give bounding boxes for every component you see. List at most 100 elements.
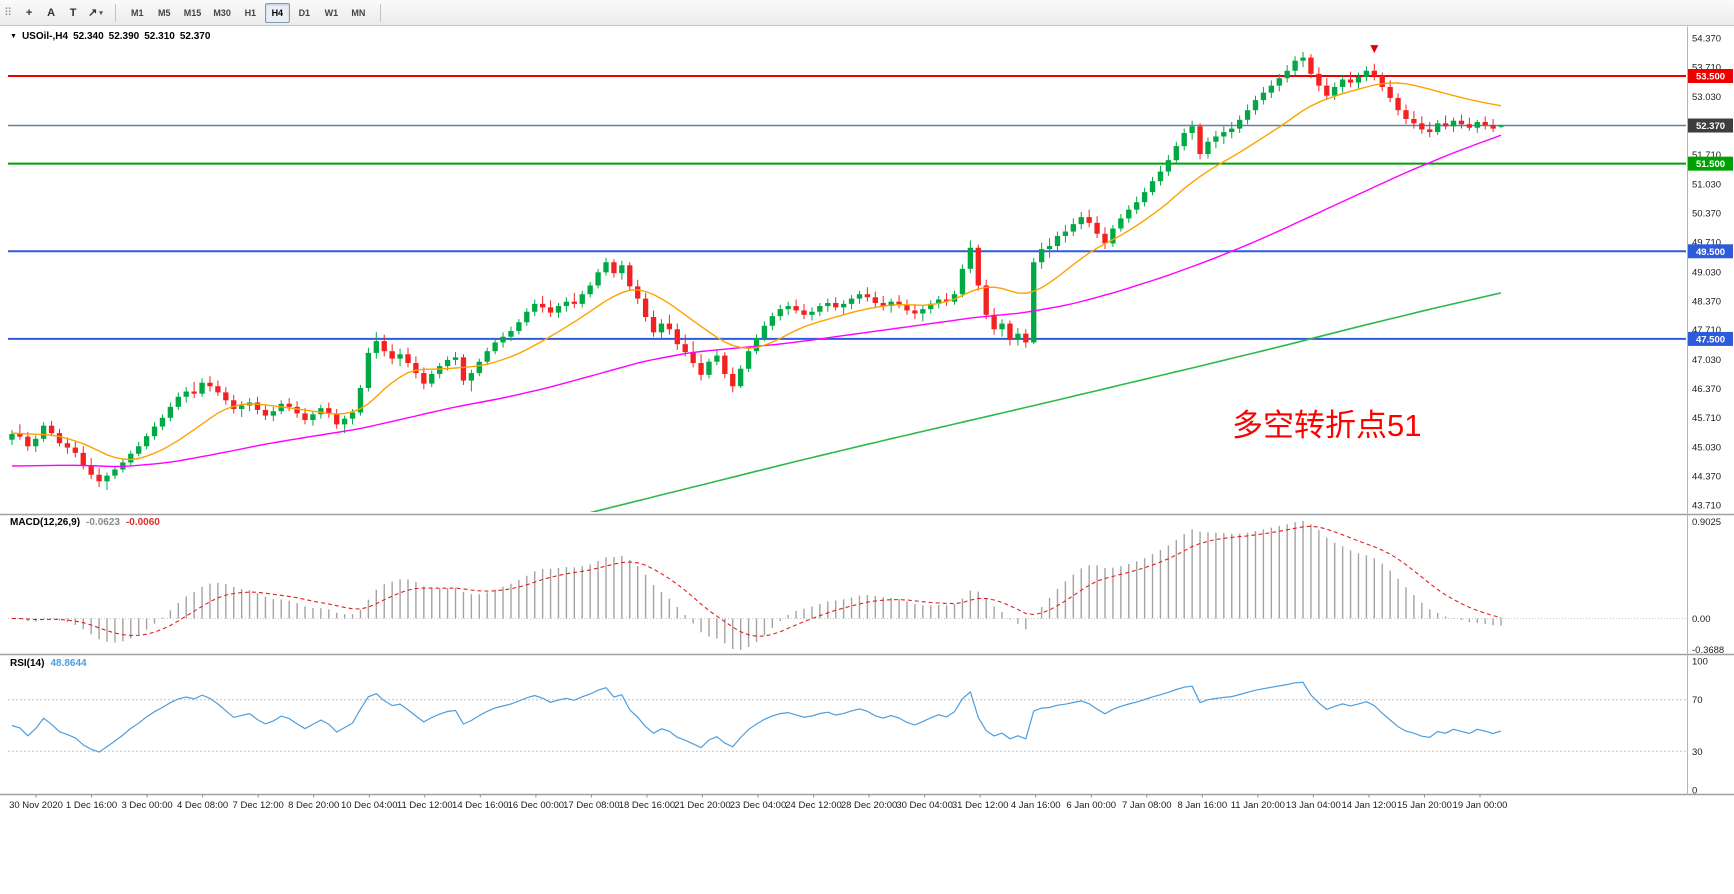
timeframe-button-m15[interactable]: M15: [183, 7, 202, 18]
svg-text:46.370: 46.370: [1692, 384, 1721, 395]
toolbar-separator: [379, 3, 381, 22]
macd-signal-line: [11, 525, 1502, 637]
svg-text:49.500: 49.500: [1696, 247, 1725, 258]
ma-fast-line: [11, 82, 1502, 461]
price-badge-49.500: [1688, 244, 1733, 259]
svg-text:16 Dec 00:00: 16 Dec 00:00: [508, 800, 565, 811]
rsi-value: 48.8644: [50, 658, 87, 669]
svg-text:50.370: 50.370: [1692, 209, 1721, 220]
price-badge-51.500: [1688, 156, 1733, 171]
svg-text:53.030: 53.030: [1692, 92, 1721, 103]
svg-text:8 Jan 16:00: 8 Jan 16:00: [1177, 800, 1227, 811]
timeframe-button-d1[interactable]: D1: [298, 7, 311, 18]
svg-text:17 Dec 08:00: 17 Dec 08:00: [563, 800, 620, 811]
ma-slow-line: [589, 292, 1502, 512]
text-tool-icon: T: [69, 6, 77, 19]
rsi-pane[interactable]: 100 70 30 0: [8, 657, 1708, 797]
svg-text:30 Dec 04:00: 30 Dec 04:00: [896, 800, 953, 811]
timeframe-button-m1[interactable]: M1: [131, 7, 144, 18]
svg-text:7 Jan 08:00: 7 Jan 08:00: [1122, 800, 1172, 811]
text-label-icon: A: [47, 6, 56, 19]
dropdown-caret-icon: ▾: [99, 9, 103, 17]
svg-text:51.500: 51.500: [1696, 159, 1725, 170]
ohlc-close: 52.370: [179, 31, 211, 42]
svg-text:49.710: 49.710: [1692, 238, 1721, 249]
crosshair-icon: +: [25, 6, 33, 19]
candlestick-series: [9, 51, 1504, 491]
svg-text:0.9025: 0.9025: [1692, 517, 1721, 528]
svg-text:6 Jan 00:00: 6 Jan 00:00: [1066, 800, 1116, 811]
timeframe-button-h1[interactable]: H1: [244, 7, 257, 18]
svg-text:49.030: 49.030: [1692, 267, 1721, 278]
horizontal-lines[interactable]: [8, 75, 1686, 340]
macd-indicator-label: MACD(12,26,9) -0.0623 -0.0060: [10, 517, 160, 528]
macd-name: MACD(12,26,9): [10, 517, 81, 528]
svg-text:15 Jan 20:00: 15 Jan 20:00: [1397, 800, 1452, 811]
text-tool-button[interactable]: T: [62, 3, 84, 23]
svg-text:0.00: 0.00: [1692, 614, 1711, 625]
price-badge-53.500: [1688, 69, 1733, 84]
text-label-button[interactable]: A: [40, 3, 62, 23]
svg-text:43.710: 43.710: [1692, 500, 1721, 511]
timeframe-button-mn[interactable]: MN: [351, 7, 366, 18]
ohlc-high: 52.390: [108, 31, 140, 42]
svg-text:24 Dec 12:00: 24 Dec 12:00: [785, 800, 842, 811]
timeframe-button-w1[interactable]: W1: [324, 7, 339, 18]
svg-text:53.500: 53.500: [1696, 72, 1725, 83]
symbol-header: ▼ USOil-,H4 52.340 52.390 52.310 52.370: [10, 31, 210, 42]
toolbar: ⠿ + A T ↗ ▾ M1 M5 M15 M30 H1 H4 D1 W1 MN: [0, 0, 1734, 26]
svg-text:1 Dec 16:00: 1 Dec 16:00: [66, 800, 117, 811]
svg-text:14 Jan 12:00: 14 Jan 12:00: [1341, 800, 1396, 811]
svg-text:8 Dec 20:00: 8 Dec 20:00: [288, 800, 339, 811]
svg-text:70: 70: [1692, 695, 1703, 706]
time-scale[interactable]: 30 Nov 2020 1 Dec 16:00 3 Dec 00:00 4 Dec 0…: [9, 794, 1508, 812]
svg-text:18 Dec 16:00: 18 Dec 16:00: [619, 800, 676, 811]
svg-text:10 Dec 04:00: 10 Dec 04:00: [341, 800, 398, 811]
arrow-tools-icon: ↗: [88, 7, 98, 19]
svg-text:51.710: 51.710: [1692, 150, 1721, 161]
svg-text:31 Dec 12:00: 31 Dec 12:00: [952, 800, 1009, 811]
macd-signal-value: -0.0060: [125, 517, 160, 528]
svg-text:21 Dec 20:00: 21 Dec 20:00: [674, 800, 731, 811]
crosshair-button[interactable]: +: [18, 3, 40, 23]
svg-text:4 Dec 08:00: 4 Dec 08:00: [177, 800, 228, 811]
ma-mid-line: [11, 134, 1502, 468]
ohlc-open: 52.340: [73, 31, 104, 42]
rsi-name: RSI(14): [10, 658, 45, 669]
svg-text:0: 0: [1692, 786, 1697, 797]
chart-annotation-text[interactable]: 多空转折点51: [1232, 408, 1422, 443]
macd-pane[interactable]: 0.9025 0.00 -0.3688: [8, 517, 1724, 656]
svg-text:47.710: 47.710: [1692, 325, 1721, 336]
price-badge-47.500: [1688, 331, 1733, 346]
svg-text:44.370: 44.370: [1692, 472, 1721, 483]
timeframe-button-m5[interactable]: M5: [158, 7, 171, 18]
svg-text:11 Jan 20:00: 11 Jan 20:00: [1231, 800, 1285, 811]
svg-text:11 Dec 12:00: 11 Dec 12:00: [397, 800, 453, 811]
main-chart-pane[interactable]: [8, 45, 1686, 543]
rsi-line: [11, 681, 1502, 753]
svg-text:30 Nov 2020: 30 Nov 2020: [9, 800, 63, 811]
drawing-tools-group: + A T ↗ ▾: [18, 3, 107, 23]
timeframe-button-m30[interactable]: M30: [213, 7, 231, 18]
timeframe-button-h4[interactable]: H4: [264, 2, 290, 23]
svg-text:28 Dec 20:00: 28 Dec 20:00: [841, 800, 898, 811]
timeframes-group: M1 M5 M15 M30 H1 H4 D1 W1 MN: [124, 2, 372, 23]
svg-text:13 Jan 04:00: 13 Jan 04:00: [1286, 800, 1341, 811]
arrow-tools-button[interactable]: ↗ ▾: [84, 3, 107, 23]
ohlc-low: 52.310: [144, 31, 175, 42]
svg-text:45.030: 45.030: [1692, 443, 1721, 454]
svg-text:-0.3688: -0.3688: [1692, 645, 1724, 656]
price-scale[interactable]: 54.370 53.710 53.030 52.370 51.710 51.030 50.3…: [1688, 33, 1733, 511]
svg-text:19 Jan 00:00: 19 Jan 00:00: [1453, 800, 1508, 811]
svg-text:3 Dec 00:00: 3 Dec 00:00: [121, 800, 172, 811]
toolbar-separator: [114, 3, 116, 22]
sell-arrow-marker[interactable]: [1370, 45, 1379, 54]
toolbar-drag-handle[interactable]: ⠿: [4, 6, 13, 19]
symbol-marker-icon: ▼: [10, 32, 17, 40]
svg-text:7 Dec 12:00: 7 Dec 12:00: [233, 800, 284, 811]
svg-text:100: 100: [1692, 657, 1708, 668]
svg-text:54.370: 54.370: [1692, 33, 1721, 44]
svg-text:4 Jan 16:00: 4 Jan 16:00: [1011, 800, 1061, 811]
svg-text:52.370: 52.370: [1696, 121, 1725, 132]
